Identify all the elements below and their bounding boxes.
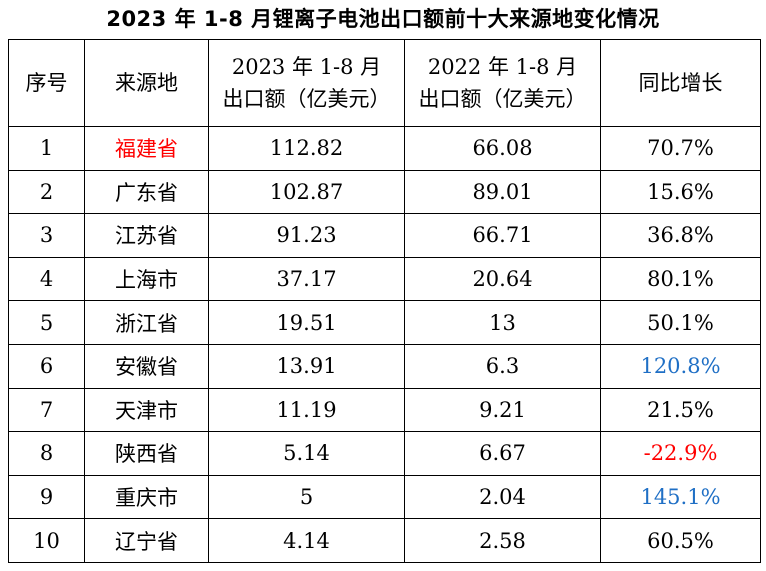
cell-yoy: 36.8% <box>600 213 761 258</box>
cell-yoy-negative: -22.9% <box>600 431 761 476</box>
table-row: 2 广东省 102.87 89.01 15.6% <box>8 169 761 215</box>
cell-2023-value: 13.91 <box>208 343 405 389</box>
cell-rank: 1 <box>8 126 85 171</box>
cell-2022-value: 66.71 <box>404 213 601 258</box>
header-origin: 来源地 <box>84 39 209 127</box>
cell-rank: 8 <box>8 431 85 476</box>
cell-rank: 9 <box>8 474 85 520</box>
cell-yoy: 15.6% <box>600 169 761 215</box>
header-yoy: 同比增长 <box>600 39 761 127</box>
table-row: 5 浙江省 19.51 13 50.1% <box>8 300 761 345</box>
cell-yoy: 60.5% <box>600 518 761 563</box>
cell-rank: 7 <box>8 387 85 433</box>
cell-2023-value: 19.51 <box>208 300 405 345</box>
cell-yoy: 50.1% <box>600 300 761 345</box>
cell-2023-value: 112.82 <box>208 126 405 171</box>
cell-2022-value: 2.58 <box>404 518 601 563</box>
table-row: 9 重庆市 5 2.04 145.1% <box>8 474 761 520</box>
header-2022-line2: 出口额（亿美元） <box>418 87 587 111</box>
cell-rank: 4 <box>8 256 85 302</box>
table-row: 6 安徽省 13.91 6.3 120.8% <box>8 343 761 389</box>
cell-rank: 2 <box>8 169 85 215</box>
cell-yoy: 80.1% <box>600 256 761 302</box>
cell-2022-value: 66.08 <box>404 126 601 171</box>
cell-2022-value: 13 <box>404 300 601 345</box>
cell-yoy: 70.7% <box>600 126 761 171</box>
cell-yoy-high: 145.1% <box>600 474 761 520</box>
cell-origin: 上海市 <box>84 256 209 302</box>
cell-origin: 重庆市 <box>84 474 209 520</box>
table-row: 7 天津市 11.19 9.21 21.5% <box>8 387 761 433</box>
cell-2022-value: 89.01 <box>404 169 601 215</box>
table-row: 8 陕西省 5.14 6.67 -22.9% <box>8 431 761 476</box>
cell-2023-value: 4.14 <box>208 518 405 563</box>
header-2023-line2: 出口额（亿美元） <box>222 87 391 111</box>
header-2022-line1: 2022 年 1-8 月 <box>427 55 578 79</box>
cell-2023-value: 37.17 <box>208 256 405 302</box>
cell-2022-value: 6.67 <box>404 431 601 476</box>
cell-2023-value: 5.14 <box>208 431 405 476</box>
header-2022-export: 2022 年 1-8 月 出口额（亿美元） <box>404 39 601 127</box>
cell-2023-value: 91.23 <box>208 213 405 258</box>
cell-2022-value: 6.3 <box>404 343 601 389</box>
cell-2022-value: 20.64 <box>404 256 601 302</box>
cell-2022-value: 2.04 <box>404 474 601 520</box>
cell-rank: 6 <box>8 343 85 389</box>
header-rank: 序号 <box>8 39 85 127</box>
header-2023-export: 2023 年 1-8 月 出口额（亿美元） <box>208 39 405 127</box>
cell-rank: 5 <box>8 300 85 345</box>
cell-origin: 浙江省 <box>84 300 209 345</box>
data-table: 序号 来源地 2023 年 1-8 月 出口额（亿美元） 2022 年 1-8 … <box>8 39 761 563</box>
cell-2023-value: 11.19 <box>208 387 405 433</box>
cell-2023-value: 5 <box>208 474 405 520</box>
cell-origin: 辽宁省 <box>84 518 209 563</box>
cell-2023-value: 102.87 <box>208 169 405 215</box>
table-row: 1 福建省 112.82 66.08 70.7% <box>8 126 761 171</box>
cell-rank: 10 <box>8 518 85 563</box>
page-title: 2023 年 1-8 月锂离子电池出口额前十大来源地变化情况 <box>106 7 660 31</box>
cell-yoy-high: 120.8% <box>600 343 761 389</box>
table-row: 3 江苏省 91.23 66.71 36.8% <box>8 213 761 258</box>
cell-origin: 陕西省 <box>84 431 209 476</box>
header-2023-line1: 2023 年 1-8 月 <box>231 55 382 79</box>
cell-origin: 江苏省 <box>84 213 209 258</box>
cell-2022-value: 9.21 <box>404 387 601 433</box>
cell-origin-highlight: 福建省 <box>84 126 209 171</box>
cell-rank: 3 <box>8 213 85 258</box>
cell-origin: 天津市 <box>84 387 209 433</box>
table-row: 4 上海市 37.17 20.64 80.1% <box>8 256 761 302</box>
cell-origin: 安徽省 <box>84 343 209 389</box>
cell-origin: 广东省 <box>84 169 209 215</box>
cell-yoy: 21.5% <box>600 387 761 433</box>
table-row: 10 辽宁省 4.14 2.58 60.5% <box>8 518 761 563</box>
header-row: 序号 来源地 2023 年 1-8 月 出口额（亿美元） 2022 年 1-8 … <box>8 39 761 127</box>
